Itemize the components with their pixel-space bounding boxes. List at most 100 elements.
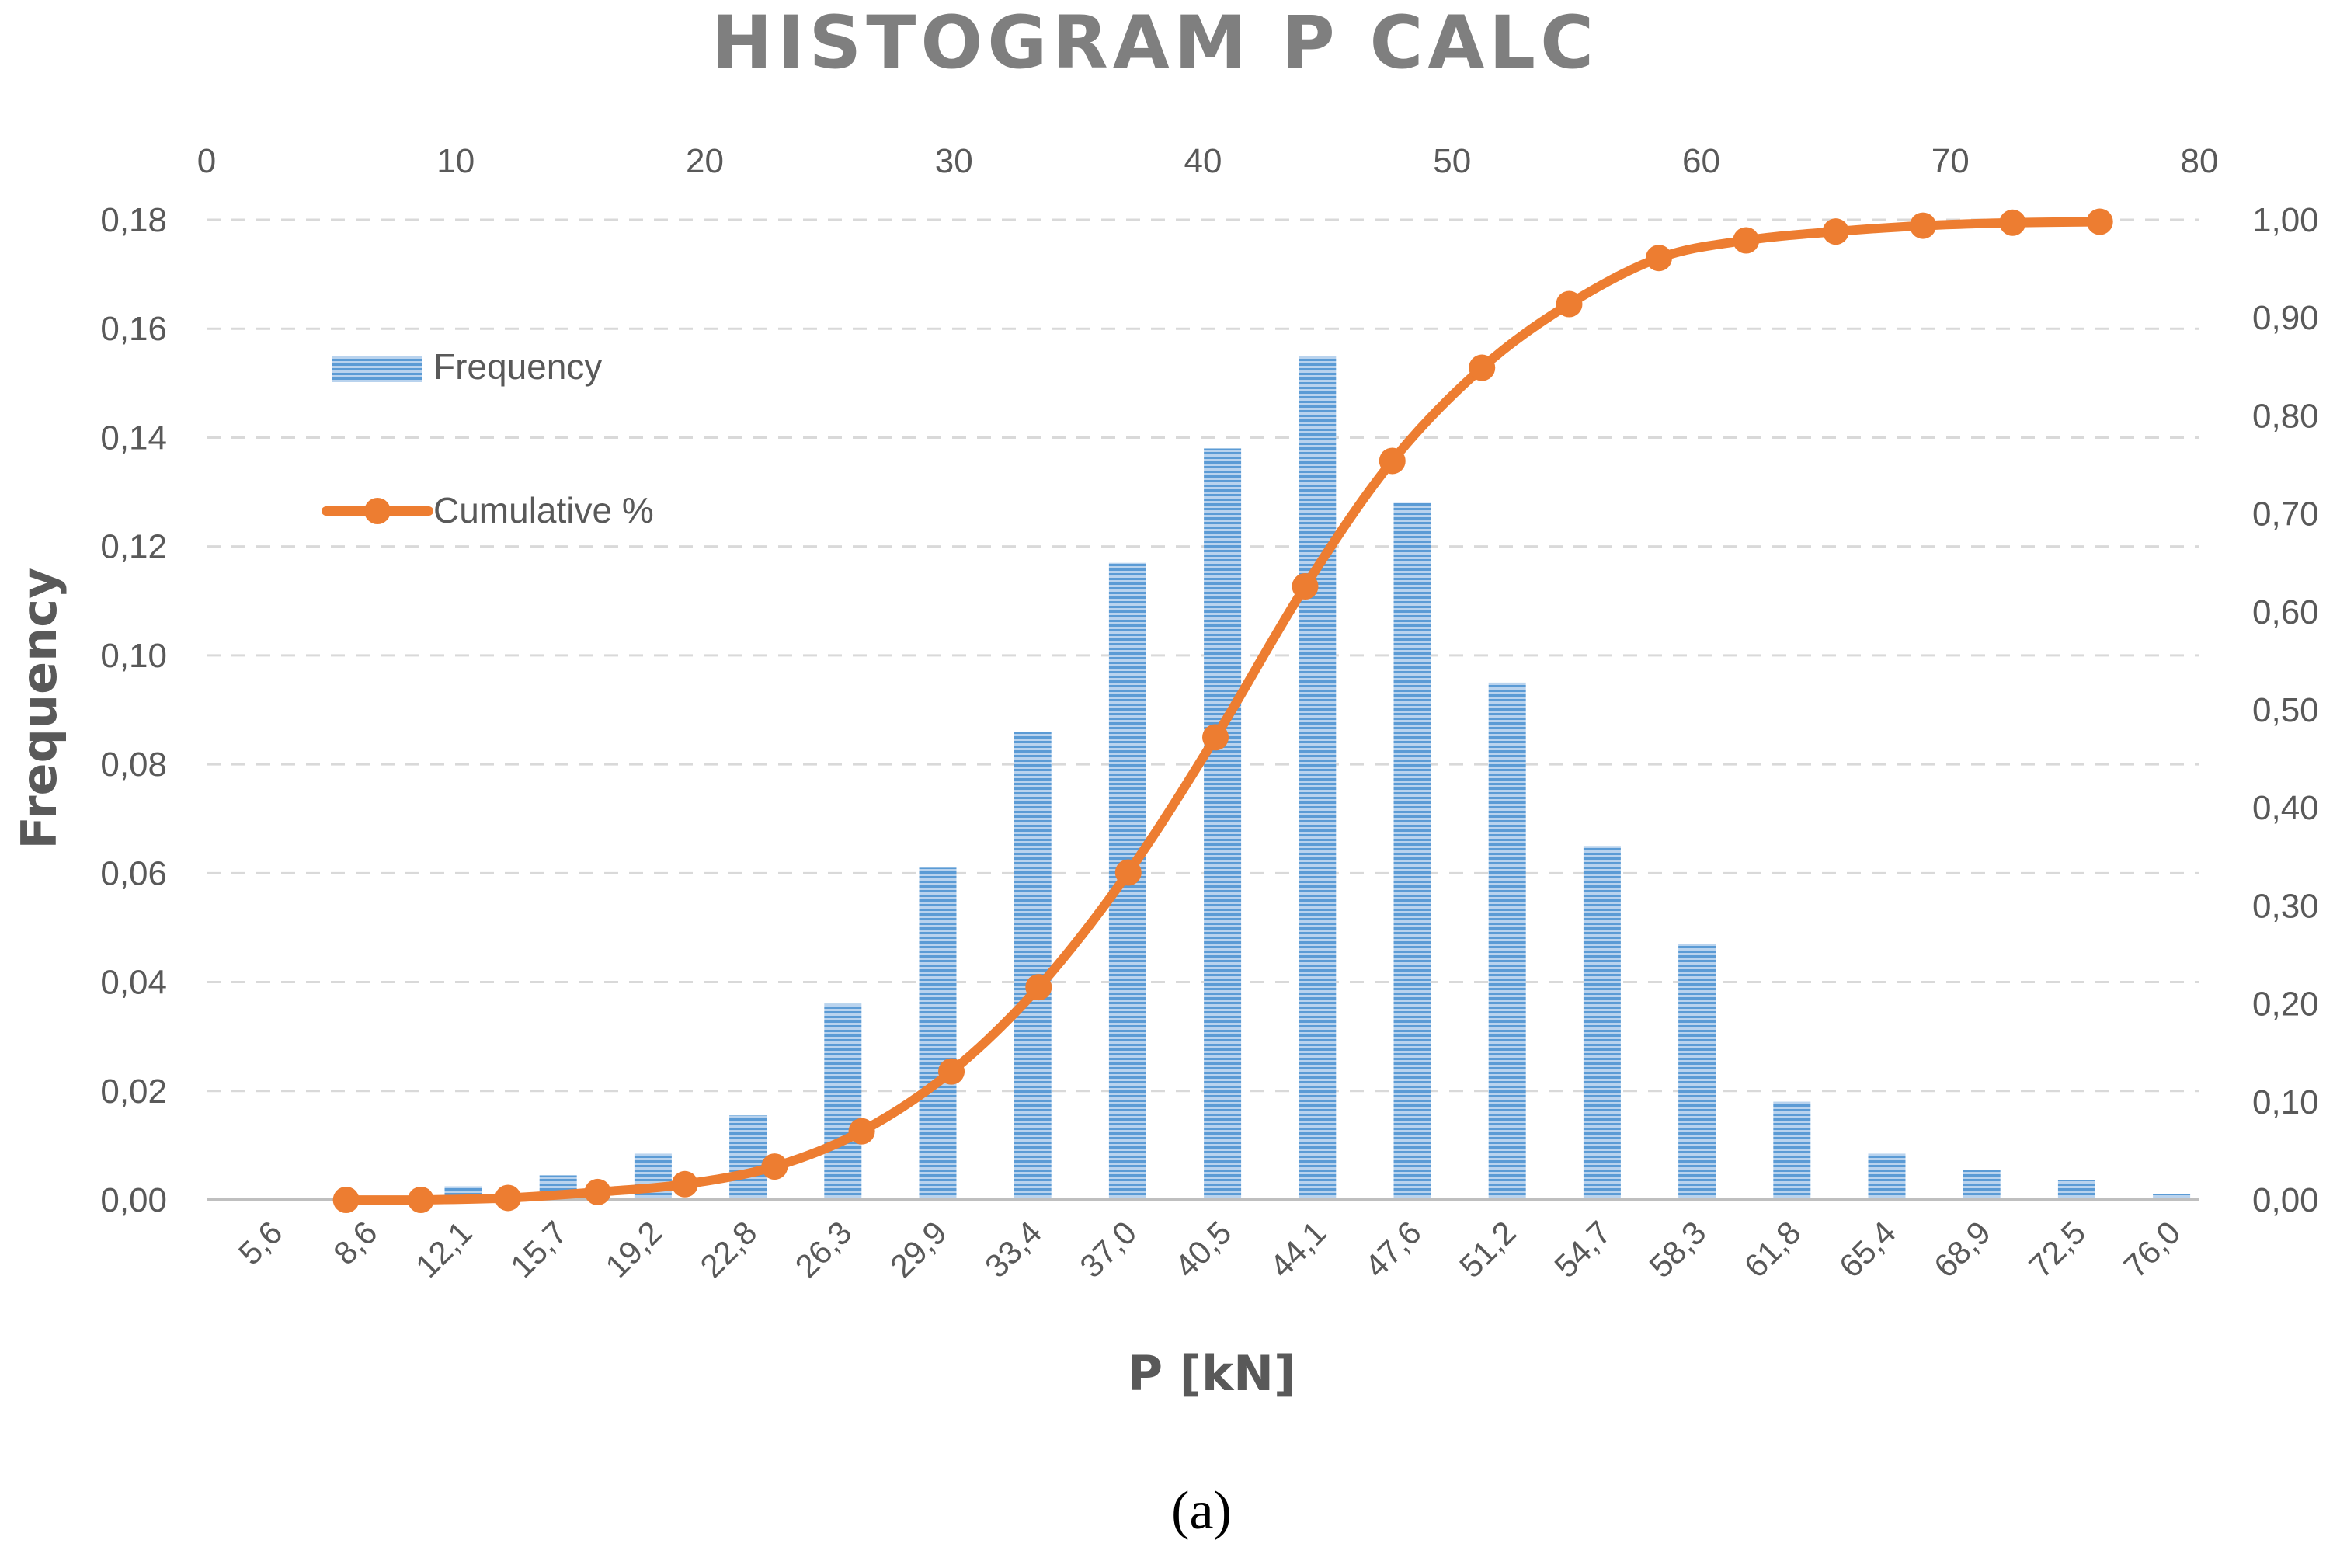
category-tick-label: 47,6 <box>1358 1214 1428 1285</box>
left-tick-label: 0,08 <box>100 746 167 784</box>
category-tick-label: 58,3 <box>1642 1214 1712 1285</box>
frequency-bar <box>824 1003 862 1200</box>
right-tick-label: 0,10 <box>2252 1083 2319 1121</box>
frequency-bar <box>1014 732 1052 1200</box>
cumulative-point <box>584 1178 611 1205</box>
category-tick-label: 61,8 <box>1737 1214 1808 1285</box>
category-axis-ticks: 5,6 8,6 12,1 15,7 19,2 22,8 26,3 29,9 33,4 37,0 40… <box>231 1214 2188 1285</box>
frequency-bar <box>1773 1101 1811 1200</box>
cumulative-point <box>1733 227 1760 254</box>
right-tick-label: 1,00 <box>2252 201 2319 239</box>
right-tick-label: 0,30 <box>2252 887 2319 925</box>
figure-caption: (a) <box>1171 1481 1232 1541</box>
frequency-bar <box>2057 1180 2095 1200</box>
top-tick-label: 40 <box>1184 142 1222 180</box>
frequency-bar <box>919 867 957 1200</box>
cumulative-point <box>332 1187 360 1213</box>
legend: Frequency Cumulative % <box>322 346 654 530</box>
left-y-axis-ticks: 0,00 0,02 0,04 0,06 0,08 0,10 0,12 0,14 0,16 0,18 <box>100 201 167 1219</box>
left-tick-label: 0,14 <box>100 419 167 457</box>
y-axis-title: Frequency <box>11 568 68 850</box>
frequency-bar <box>1299 356 1337 1200</box>
cumulative-point <box>1379 447 1406 475</box>
left-tick-label: 0,18 <box>100 201 167 239</box>
category-tick-label: 26,3 <box>788 1214 859 1285</box>
frequency-bar <box>1963 1170 2001 1200</box>
cumulative-point <box>1556 290 1583 318</box>
right-tick-label: 0,60 <box>2252 593 2319 631</box>
cumulative-point <box>761 1153 788 1180</box>
category-tick-label: 44,1 <box>1263 1214 1333 1285</box>
category-tick-label: 5,6 <box>231 1214 290 1272</box>
legend-cumulative-label: Cumulative % <box>433 490 654 530</box>
category-tick-label: 22,8 <box>693 1214 763 1285</box>
top-tick-label: 20 <box>686 142 724 180</box>
frequency-bars <box>444 356 2191 1200</box>
cumulative-point <box>1645 245 1672 272</box>
frequency-bar <box>2153 1194 2191 1200</box>
left-tick-label: 0,10 <box>100 637 167 675</box>
legend-cumulative-marker <box>364 498 391 524</box>
category-tick-label: 15,7 <box>503 1214 574 1285</box>
top-tick-label: 70 <box>1931 142 1970 180</box>
left-tick-label: 0,04 <box>100 964 167 1002</box>
right-y-axis-ticks: 0,00 0,10 0,20 0,30 0,40 0,50 0,60 0,70 0,80 0,90… <box>2252 201 2319 1219</box>
right-tick-label: 0,80 <box>2252 397 2319 435</box>
category-tick-label: 76,0 <box>2116 1214 2187 1285</box>
cumulative-line-series <box>332 208 2113 1213</box>
legend-frequency-swatch <box>332 356 422 382</box>
frequency-bar <box>1583 846 1621 1200</box>
cumulative-point <box>671 1170 698 1198</box>
cumulative-point <box>1469 354 1496 381</box>
cumulative-point <box>495 1184 522 1212</box>
category-tick-label: 33,4 <box>978 1214 1048 1285</box>
cumulative-point <box>1114 859 1142 886</box>
left-tick-label: 0,16 <box>100 310 167 348</box>
legend-frequency-label: Frequency <box>433 346 602 387</box>
category-tick-label: 68,9 <box>1927 1214 1998 1285</box>
cumulative-point <box>1909 212 1936 239</box>
right-tick-label: 0,40 <box>2252 789 2319 827</box>
right-tick-label: 0,70 <box>2252 495 2319 534</box>
category-tick-label: 54,7 <box>1547 1214 1618 1285</box>
right-tick-label: 0,50 <box>2252 691 2319 729</box>
x-axis-title: P [kN] <box>1128 1345 1296 1402</box>
left-tick-label: 0,06 <box>100 854 167 892</box>
cumulative-point <box>407 1187 434 1213</box>
top-tick-label: 30 <box>935 142 973 180</box>
top-tick-label: 10 <box>436 142 475 180</box>
frequency-bar <box>1204 448 1242 1200</box>
cumulative-point <box>2086 208 2113 235</box>
cumulative-point <box>1999 209 2026 236</box>
category-tick-label: 72,5 <box>2022 1214 2092 1285</box>
left-tick-label: 0,12 <box>100 528 167 566</box>
frequency-bar <box>1868 1153 1906 1200</box>
frequency-bar <box>729 1115 767 1200</box>
left-tick-label: 0,02 <box>100 1073 167 1111</box>
category-tick-label: 37,0 <box>1073 1214 1143 1285</box>
top-tick-label: 60 <box>1682 142 1720 180</box>
top-tick-label: 0 <box>197 142 216 180</box>
cumulative-point <box>1025 974 1052 1001</box>
top-tick-label: 80 <box>2181 142 2219 180</box>
frequency-bar <box>1488 682 1526 1200</box>
category-tick-label: 29,9 <box>883 1214 954 1285</box>
right-tick-label: 0,20 <box>2252 986 2319 1024</box>
category-tick-label: 40,5 <box>1167 1214 1238 1285</box>
category-tick-label: 12,1 <box>409 1214 479 1285</box>
right-tick-label: 0,00 <box>2252 1181 2319 1219</box>
top-tick-label: 50 <box>1433 142 1471 180</box>
cumulative-point <box>1202 724 1229 751</box>
chart-title: HISTOGRAM P CALC <box>711 1 1598 85</box>
frequency-bar <box>1393 502 1431 1200</box>
cumulative-point <box>848 1118 875 1145</box>
category-tick-label: 51,2 <box>1452 1214 1523 1285</box>
cumulative-point <box>938 1058 965 1085</box>
cumulative-point <box>1292 572 1319 600</box>
right-tick-label: 0,90 <box>2252 299 2319 337</box>
left-tick-label: 0,00 <box>100 1181 167 1219</box>
category-tick-label: 19,2 <box>598 1214 669 1285</box>
frequency-bar <box>1678 944 1716 1200</box>
cumulative-point <box>1822 218 1849 245</box>
